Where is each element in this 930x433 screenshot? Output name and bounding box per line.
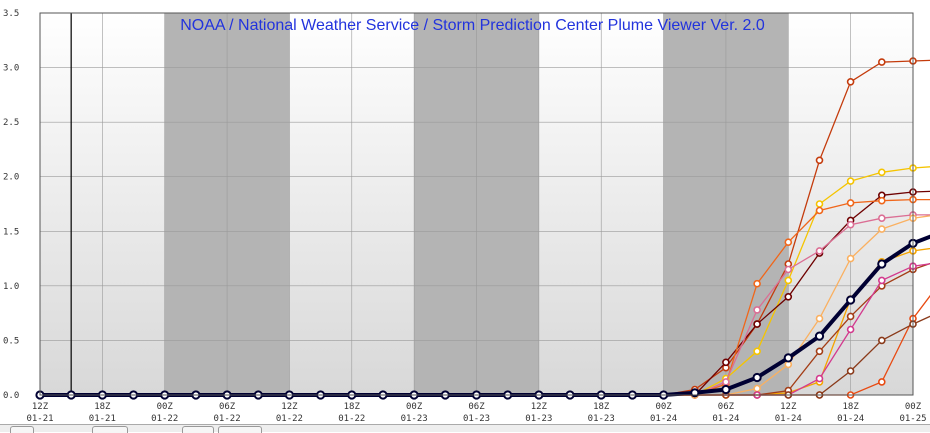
x-tick-date: 01-22 — [338, 414, 365, 424]
data-point[interactable] — [846, 220, 855, 229]
data-point[interactable] — [815, 374, 824, 383]
data-point[interactable] — [784, 265, 793, 274]
chart-title: NOAA / National Weather Service / Storm … — [180, 17, 765, 34]
x-tick-date: 01-21 — [26, 414, 53, 424]
toolbar-tab[interactable] — [218, 426, 262, 433]
x-tick-time: 18Z — [344, 402, 361, 412]
x-tick-time: 06Z — [468, 402, 485, 412]
x-tick-time: 18Z — [94, 402, 111, 412]
data-point[interactable] — [784, 238, 793, 246]
x-tick-time: 12Z — [32, 402, 49, 412]
data-point[interactable] — [753, 347, 761, 356]
data-point[interactable] — [753, 320, 761, 328]
y-tick-label: 0.0 — [3, 391, 19, 401]
data-point[interactable] — [846, 199, 855, 207]
data-point[interactable] — [877, 168, 886, 177]
y-tick-label: 3.0 — [3, 64, 19, 74]
y-tick-label: 2.5 — [3, 118, 19, 128]
data-point[interactable] — [846, 295, 856, 305]
data-point[interactable] — [877, 259, 887, 269]
x-tick-time: 00Z — [157, 402, 174, 412]
data-point[interactable] — [722, 358, 730, 367]
data-point[interactable] — [846, 254, 855, 263]
data-point[interactable] — [877, 276, 886, 285]
x-tick-date: 01-22 — [214, 414, 241, 424]
data-point[interactable] — [784, 276, 793, 285]
x-tick-date: 01-23 — [463, 414, 490, 424]
data-point[interactable] — [753, 384, 761, 393]
data-point[interactable] — [877, 225, 886, 233]
data-point[interactable] — [877, 378, 886, 386]
data-point[interactable] — [752, 372, 762, 383]
data-point[interactable] — [846, 78, 855, 86]
y-axis: 0.0 0.5 1.0 1.5 2.0 2.5 3.0 3.5 — [3, 9, 19, 401]
x-tick-time: 12Z — [531, 402, 548, 412]
data-point[interactable] — [815, 206, 824, 215]
toolbar-tab[interactable] — [10, 426, 34, 433]
x-tick-time: 06Z — [718, 402, 735, 412]
x-tick-time: 18Z — [593, 402, 610, 412]
plume-chart: 0.0 0.5 1.0 1.5 2.0 2.5 3.0 3.5 12Z 01-21 18Z 01-2… — [3, 9, 930, 424]
data-point[interactable] — [877, 58, 886, 66]
toolbar-tab[interactable] — [182, 426, 214, 433]
bottom-toolbar — [0, 424, 930, 433]
data-point[interactable] — [815, 314, 824, 323]
data-point[interactable] — [877, 196, 886, 205]
data-point[interactable] — [877, 336, 886, 345]
data-point[interactable] — [722, 378, 730, 386]
data-point[interactable] — [721, 384, 731, 395]
x-tick-date: 01-24 — [712, 414, 739, 424]
x-tick-date: 01-21 — [89, 414, 116, 424]
y-tick-label: 3.5 — [3, 9, 19, 19]
data-point[interactable] — [753, 306, 761, 314]
x-tick-date: 01-23 — [588, 414, 615, 424]
y-tick-label: 1.0 — [3, 282, 19, 292]
x-tick-time: 12Z — [780, 402, 797, 412]
x-tick-time: 18Z — [843, 402, 860, 412]
x-tick-date: 01-23 — [401, 414, 428, 424]
y-tick-label: 2.0 — [3, 173, 19, 183]
data-point[interactable] — [815, 200, 824, 208]
x-tick-time: 00Z — [905, 402, 922, 412]
plot-frame — [39, 12, 914, 396]
data-point[interactable] — [784, 292, 793, 301]
data-point[interactable] — [846, 312, 855, 321]
data-point[interactable] — [814, 331, 825, 341]
y-tick-label: 0.5 — [3, 336, 19, 346]
data-point[interactable] — [846, 367, 855, 375]
data-point[interactable] — [877, 214, 886, 222]
x-tick-date: 01-24 — [650, 414, 677, 424]
x-tick-date: 01-22 — [151, 414, 178, 424]
x-tick-date: 01-22 — [276, 414, 303, 424]
x-tick-date: 01-24 — [775, 414, 802, 424]
toolbar-tab[interactable] — [92, 426, 128, 433]
data-point[interactable] — [846, 177, 855, 185]
x-tick-date: 01-25 — [899, 414, 926, 424]
x-tick-time: 00Z — [655, 402, 672, 412]
y-tick-label: 1.5 — [3, 227, 19, 237]
x-tick-date: 01-24 — [837, 414, 864, 424]
x-tick-time: 12Z — [281, 402, 298, 412]
x-axis: 12Z 01-21 18Z 01-21 00Z 01-22 06Z 01-22 12Z 01-22… — [26, 402, 926, 424]
x-tick-time: 06Z — [219, 402, 236, 412]
data-point[interactable] — [815, 347, 824, 356]
data-point[interactable] — [815, 156, 824, 165]
data-point[interactable] — [846, 325, 855, 334]
data-point[interactable] — [753, 279, 761, 288]
data-point[interactable] — [815, 247, 824, 255]
data-point[interactable] — [783, 353, 793, 363]
x-tick-time: 00Z — [406, 402, 423, 412]
x-tick-date: 01-23 — [525, 414, 552, 424]
